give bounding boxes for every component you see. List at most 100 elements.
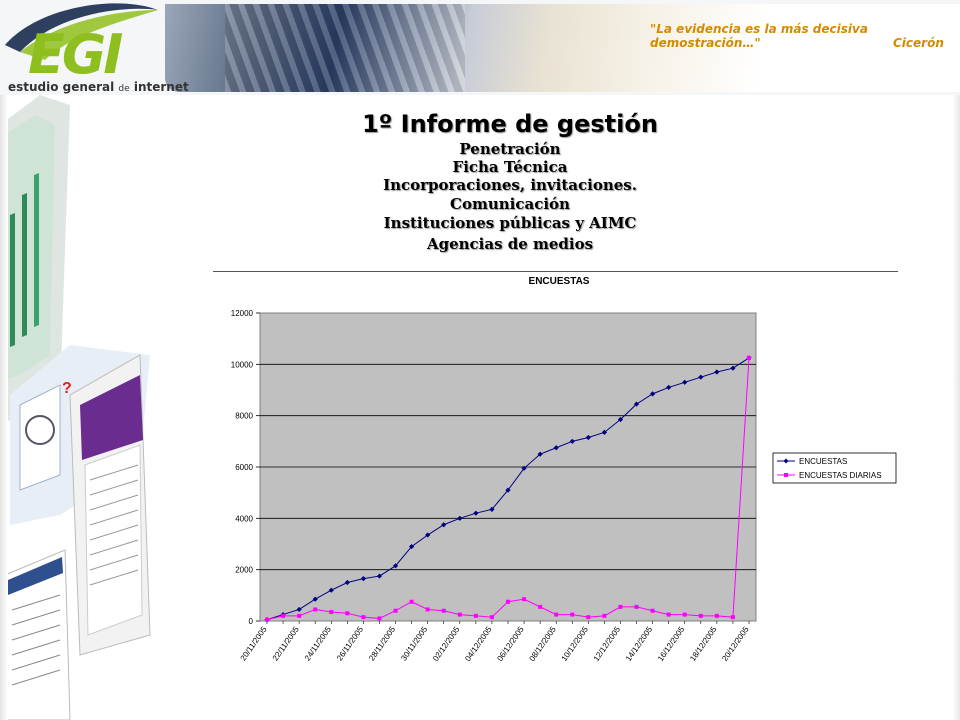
logo-swoosh-decoration <box>5 3 158 60</box>
data-point <box>585 434 591 441</box>
data-point <box>650 608 655 613</box>
x-tick-label: 28/11/2005 <box>367 625 397 663</box>
data-point <box>312 596 318 602</box>
data-point <box>281 613 286 618</box>
x-tick-label: 02/12/2005 <box>431 625 462 663</box>
legend-swatch-marker <box>783 458 789 464</box>
svg-text:?: ? <box>62 380 72 397</box>
title-item-instituciones: Instituciones públicas y AIMC <box>383 214 637 232</box>
y-tick-label: 10000 <box>231 360 254 369</box>
data-point <box>554 612 559 617</box>
data-point <box>521 465 527 471</box>
data-point <box>360 576 366 582</box>
header-banner: EGI estudio general de internet "La evid… <box>0 0 960 95</box>
y-tick-label: 8000 <box>235 412 253 421</box>
x-tick-label: 22/11/2005 <box>271 625 301 663</box>
encuestas-chart: ENCUESTAS 0 2000 4000 6000 8000 10000 12000 20… <box>231 276 897 663</box>
chart-top-border <box>213 271 898 272</box>
data-point <box>666 384 672 391</box>
x-tick-label: 24/11/2005 <box>303 625 333 663</box>
legend-label: ENCUESTAS DIARIAS <box>799 471 882 480</box>
data-point <box>457 612 462 617</box>
y-tick-label: 0 <box>249 617 254 626</box>
y-tick-label: 2000 <box>235 566 253 575</box>
data-point <box>296 606 302 613</box>
x-tick-label: 20/12/2005 <box>720 625 751 663</box>
logo-subtitle: estudio general de internet <box>8 80 189 94</box>
x-tick-label: 10/12/2005 <box>560 625 591 663</box>
logo: EGI <box>28 23 123 86</box>
header-quote: "La evidencia es la más decisiva demostr… <box>650 22 868 50</box>
data-point <box>601 429 607 435</box>
header-photo-decoration <box>165 4 960 92</box>
data-point <box>634 604 639 609</box>
data-point <box>425 607 430 612</box>
data-point <box>682 612 687 617</box>
data-point <box>425 532 431 538</box>
data-point <box>714 613 719 618</box>
data-point <box>522 597 527 602</box>
data-point <box>747 355 751 360</box>
data-point <box>345 611 350 616</box>
title-item-penetracion: Penetración <box>459 140 561 158</box>
data-point <box>329 610 334 615</box>
data-point <box>377 616 382 621</box>
data-point <box>265 617 269 622</box>
left-collage-decoration: ? <box>0 95 151 720</box>
x-tick-label: 26/11/2005 <box>335 625 365 663</box>
x-tick-label: 14/12/2005 <box>624 625 655 663</box>
right-edge-shade <box>952 95 960 720</box>
data-point <box>441 608 446 613</box>
data-point <box>538 604 543 609</box>
legend-swatch-marker <box>784 473 788 477</box>
data-point <box>730 615 735 620</box>
data-point <box>570 612 575 617</box>
data-point <box>537 451 543 457</box>
title-item-incorporaciones: Incorporaciones, invitaciones. <box>383 176 637 194</box>
x-tick-label: 04/12/2005 <box>463 625 494 663</box>
data-point <box>682 379 688 385</box>
chart-legend: ENCUESTAS ENCUESTAS DIARIAS <box>772 452 897 484</box>
data-point <box>650 391 656 397</box>
left-shade <box>0 95 8 720</box>
data-point <box>666 612 671 617</box>
data-point <box>409 599 414 604</box>
chart-title: ENCUESTAS <box>529 276 590 287</box>
data-point <box>441 522 447 528</box>
x-tick-label: 20/11/2005 <box>239 625 269 663</box>
data-point <box>617 416 624 423</box>
data-point <box>714 369 720 375</box>
data-point <box>361 615 366 620</box>
data-point <box>602 613 607 618</box>
x-tick-label: 30/11/2005 <box>399 625 429 663</box>
data-point <box>618 604 623 609</box>
title-item-comunicacion: Comunicación <box>450 195 570 213</box>
x-tick-label: 18/12/2005 <box>688 625 719 663</box>
data-point <box>376 573 383 579</box>
data-point <box>393 608 398 613</box>
data-point <box>313 607 318 612</box>
quote-author: Cicerón <box>893 36 944 50</box>
title-item-ficha-tecnica: Ficha Técnica <box>452 158 568 176</box>
title-item-agencias: Agencias de medios <box>426 235 594 253</box>
legend-label: ENCUESTAS <box>799 457 847 466</box>
y-tick-label: 4000 <box>235 514 253 523</box>
page-title: 1º Informe de gestión <box>362 110 658 138</box>
data-point <box>698 613 703 618</box>
series-2 <box>265 355 751 622</box>
legend-box <box>772 452 897 484</box>
data-point <box>297 613 302 618</box>
data-point <box>553 445 559 451</box>
x-tick-label: 08/12/2005 <box>527 625 558 663</box>
data-point <box>473 613 478 618</box>
x-tick-label: 06/12/2005 <box>495 625 526 663</box>
data-point <box>392 563 399 569</box>
x-tick-label: 16/12/2005 <box>656 625 687 663</box>
data-point <box>506 599 510 604</box>
data-point <box>586 615 591 620</box>
y-tick-label: 6000 <box>235 463 253 472</box>
data-point <box>473 510 479 516</box>
data-point <box>489 615 494 620</box>
data-point <box>569 438 575 444</box>
y-tick-label: 12000 <box>231 309 254 318</box>
